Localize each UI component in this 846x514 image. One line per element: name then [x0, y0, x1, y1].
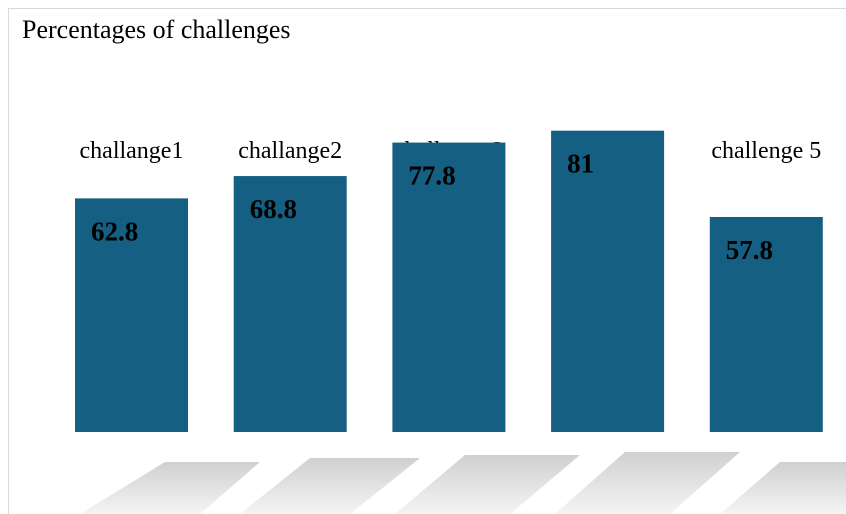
bar — [233, 176, 347, 432]
reflection — [80, 452, 846, 514]
bar — [75, 198, 188, 432]
data-label: 62.8 — [91, 216, 138, 246]
category-label: challange2 — [238, 138, 342, 164]
data-label: 77.8 — [408, 161, 455, 191]
category-label: challenge 5 — [711, 138, 821, 164]
data-label: 57.8 — [726, 235, 773, 265]
bar — [392, 142, 506, 433]
data-label: 81 — [567, 149, 594, 179]
bar — [709, 216, 823, 432]
data-label: 68.8 — [250, 194, 297, 224]
chart-title: Percentages of challenges — [22, 15, 291, 44]
category-label: challange1 — [80, 138, 184, 164]
bar — [551, 130, 665, 432]
